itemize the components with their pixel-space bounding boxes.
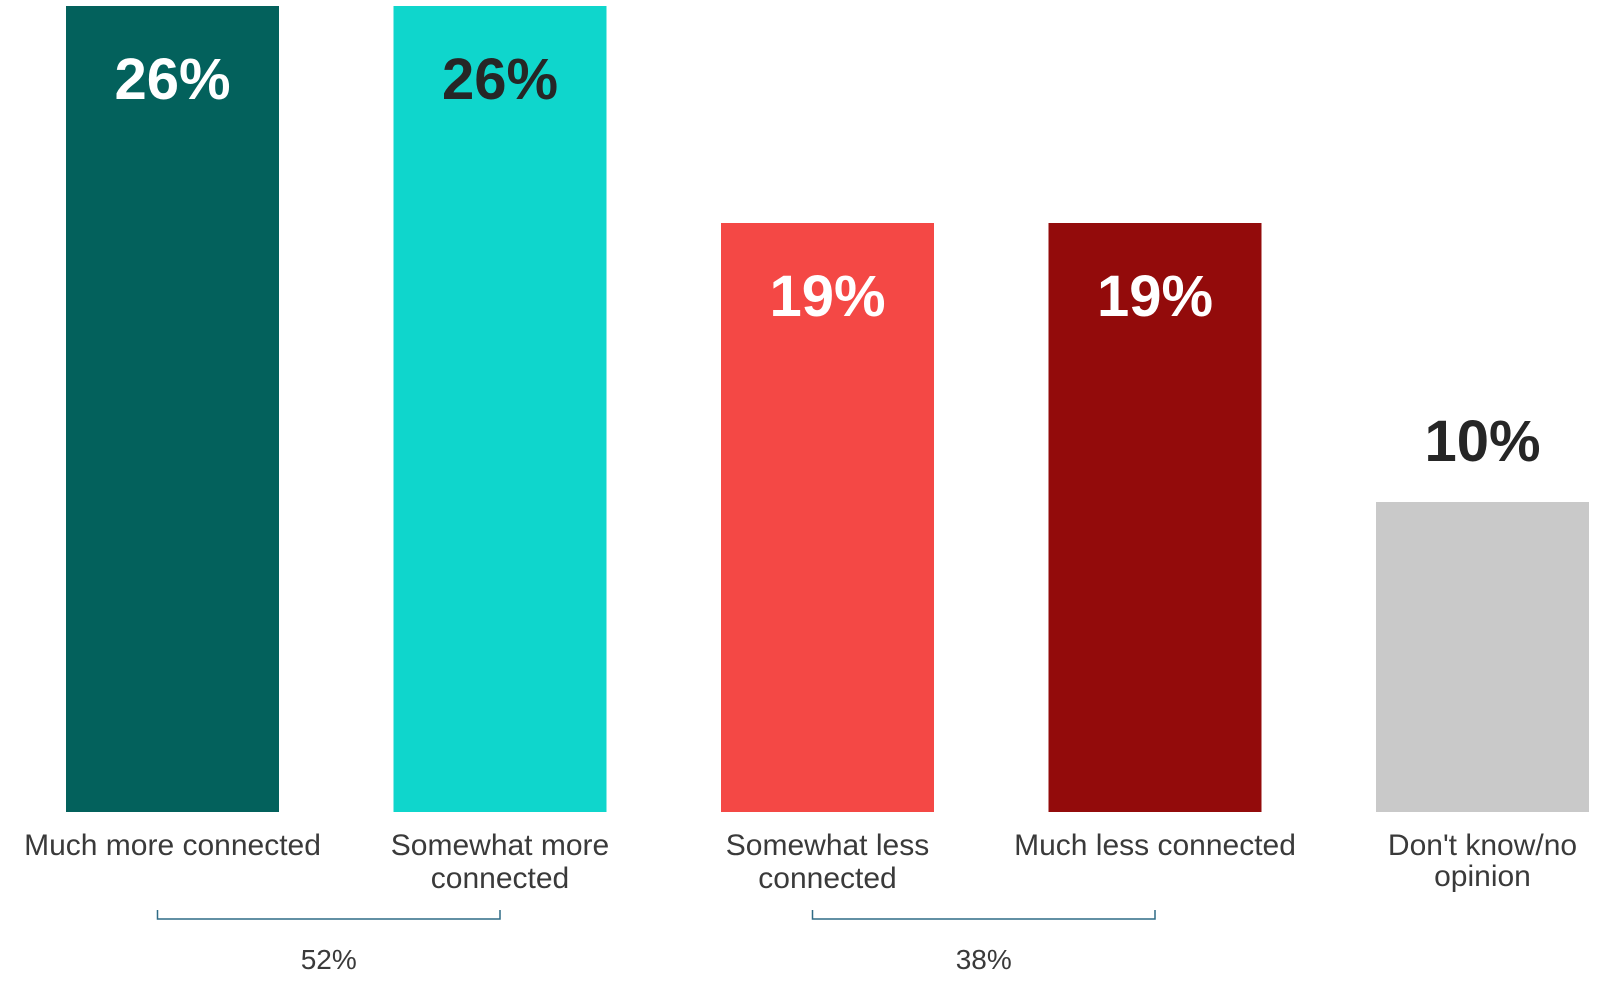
group-total-label-1: 52% — [301, 944, 357, 975]
category-label-3: Somewhat less connected — [726, 829, 929, 895]
bar-5 — [1376, 502, 1589, 812]
bars-layer — [66, 6, 1589, 812]
value-label-1: 26% — [114, 47, 230, 112]
category-label-4: Much less connected — [1014, 829, 1296, 862]
group-bracket-1 — [156, 910, 501, 920]
category-label-2: Somewhat more connected — [391, 829, 609, 895]
value-label-4: 19% — [1097, 264, 1213, 329]
category-label-5: Don't know/no opinion — [1388, 829, 1577, 893]
bar-2 — [393, 6, 607, 812]
group-brackets-layer: 52% 38% — [156, 910, 1156, 975]
bar-1 — [66, 6, 279, 812]
group-total-label-2: 38% — [956, 944, 1012, 975]
value-labels-layer: 26% 26% 19% 19% 10% — [114, 47, 1540, 474]
category-label-1: Much more connected — [24, 829, 321, 862]
group-bracket-2 — [811, 910, 1156, 920]
value-label-3: 19% — [769, 264, 885, 329]
category-labels-layer: Much more connected Somewhat more connecte… — [24, 829, 1577, 895]
bar-3 — [721, 223, 934, 812]
value-label-5: 10% — [1424, 409, 1540, 474]
bar-4 — [1048, 223, 1262, 812]
value-label-2: 26% — [442, 47, 558, 112]
